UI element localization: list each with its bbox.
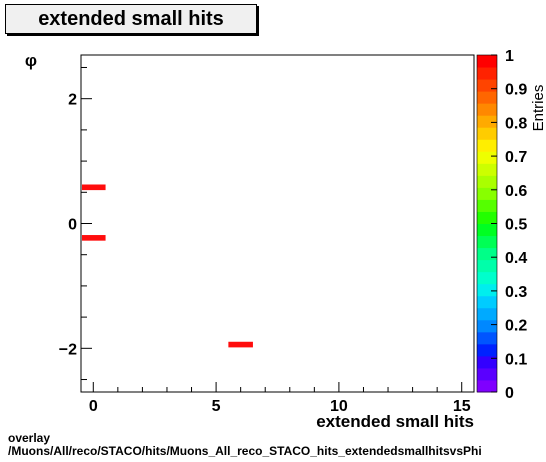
colorbar-segment — [477, 127, 497, 140]
colorbar-segment — [477, 55, 497, 68]
y-tick-label: 2 — [68, 92, 77, 109]
colorbar-segment — [477, 175, 497, 188]
x-tick-label: 0 — [89, 398, 98, 415]
colorbar-segment — [477, 139, 497, 152]
colorbar-title: Entries — [530, 85, 546, 132]
colorbar-tick-label: 0 — [505, 385, 514, 402]
colorbar-segment — [477, 295, 497, 309]
y-tick-label: −2 — [59, 341, 77, 358]
heatmap-cell — [82, 235, 106, 241]
footer-line-2: /Muons/All/reco/STACO/hits/Muons_All_rec… — [8, 444, 482, 458]
colorbar-segment — [477, 307, 497, 321]
colorbar-segment — [477, 187, 497, 200]
colorbar-segment — [477, 319, 497, 333]
colorbar: 0 0.1 0.2 0.3 0.4 0.5 0.6 0.7 0.8 0.9 1 — [476, 48, 527, 402]
plot-frame — [80, 54, 475, 393]
colorbar-segment — [477, 259, 497, 273]
colorbar-segment — [477, 379, 497, 393]
minor-ticks — [81, 66, 438, 392]
x-tick-label: 15 — [453, 398, 471, 415]
colorbar-tick-label: 0.9 — [505, 82, 527, 99]
colorbar-segment — [477, 103, 497, 116]
colorbar-tick-label: 1 — [505, 48, 514, 65]
colorbar-segment — [477, 163, 497, 176]
colorbar-segment — [477, 271, 497, 285]
colorbar-segment — [477, 223, 497, 237]
colorbar-tick-label: 0.8 — [505, 115, 527, 132]
colorbar-tick-label: 0.3 — [505, 284, 527, 301]
heatmap-cell — [82, 184, 106, 191]
colorbar-tick-label: 0.4 — [505, 250, 527, 267]
colorbar-segment — [477, 199, 497, 212]
x-axis-ticks: 0 5 10 15 — [89, 382, 471, 415]
colorbar-segment — [477, 91, 497, 104]
x-axis-label: extended small hits — [316, 412, 474, 431]
colorbar-tick-label: 0.5 — [505, 217, 527, 234]
colorbar-segment — [477, 79, 497, 92]
colorbar-segment — [477, 283, 497, 297]
y-axis-label: φ — [25, 51, 37, 70]
colorbar-segment — [477, 115, 497, 128]
heatmap-cell — [228, 341, 253, 348]
colorbar-segment — [477, 343, 497, 357]
colorbar-tick-label: 0.1 — [505, 351, 527, 368]
colorbar-segment — [477, 211, 497, 224]
colorbar-tick-label: 0.7 — [505, 149, 527, 166]
colorbar-segment — [477, 331, 497, 345]
colorbar-tick-label: 0.6 — [505, 183, 527, 200]
footer: overlay /Muons/All/reco/STACO/hits/Muons… — [8, 432, 482, 458]
x-tick-label: 5 — [212, 398, 221, 415]
y-tick-label: 0 — [68, 217, 77, 234]
colorbar-segment — [477, 151, 497, 164]
colorbar-segment — [477, 355, 497, 369]
colorbar-segment — [477, 367, 497, 381]
y-axis-ticks: −2 0 2 — [59, 92, 92, 358]
colorbar-segment — [477, 247, 497, 261]
colorbar-segment — [477, 235, 497, 249]
footer-line-1: overlay — [8, 431, 51, 445]
heatmap-cells — [82, 184, 253, 348]
colorbar-segment — [477, 67, 497, 80]
colorbar-tick-label: 0.2 — [505, 318, 527, 335]
x-tick-label: 10 — [330, 398, 348, 415]
chart-title: extended small hits — [5, 4, 257, 34]
